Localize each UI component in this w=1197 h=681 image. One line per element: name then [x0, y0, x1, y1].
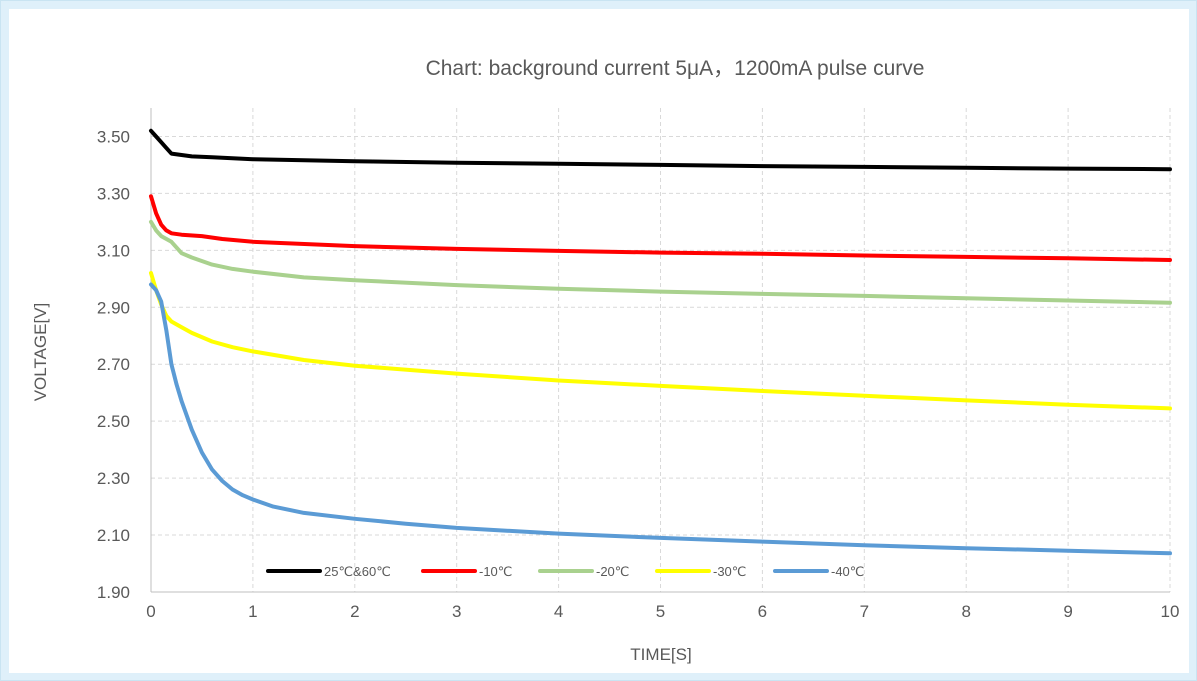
- legend-label: -20℃: [596, 564, 629, 579]
- legend: 25℃&60℃ -10℃ -20℃ -30℃ -40℃: [266, 564, 864, 579]
- x-tick-label: 3: [452, 602, 461, 621]
- y-tick-label: 2.30: [97, 469, 130, 488]
- x-tick-label: 0: [146, 602, 155, 621]
- series-line: [149, 282, 1172, 556]
- y-axis-label: VOLTAGE[V]: [31, 303, 50, 402]
- series-line: [149, 271, 1172, 411]
- y-tick-label: 2.10: [97, 526, 130, 545]
- tick-labels: 0 1 2 3 4 5 6 7 8 9 10 1.90 2.10 2.30 2.50 2.70 2.90 3.10…: [97, 127, 1180, 621]
- chart-area: [9, 9, 1189, 673]
- y-tick-label: 1.90: [97, 583, 130, 602]
- y-tick-label: 3.50: [97, 127, 130, 146]
- x-tick-label: 6: [758, 602, 767, 621]
- legend-label: -30℃: [713, 564, 746, 579]
- x-axis-label: TIME[S]: [630, 645, 691, 664]
- legend-label: -40℃: [831, 564, 864, 579]
- x-tick-label: 4: [554, 602, 563, 621]
- x-tick-label: 9: [1063, 602, 1072, 621]
- x-tick-label: 8: [961, 602, 970, 621]
- axes: [150, 108, 1170, 593]
- series-lines: [149, 128, 1172, 556]
- series-line: [149, 128, 1172, 172]
- x-tick-label: 10: [1161, 602, 1180, 621]
- y-tick-label: 3.30: [97, 184, 130, 203]
- series-line: [149, 194, 1172, 262]
- gridlines: [151, 108, 1171, 592]
- y-tick-label: 2.90: [97, 298, 130, 317]
- series-line: [149, 219, 1172, 305]
- y-tick-label: 3.10: [97, 241, 130, 260]
- legend-label: 25℃&60℃: [324, 564, 391, 579]
- x-tick-label: 7: [860, 602, 869, 621]
- x-tick-label: 2: [350, 602, 359, 621]
- legend-label: -10℃: [479, 564, 512, 579]
- y-tick-label: 2.70: [97, 355, 130, 374]
- y-tick-label: 2.50: [97, 412, 130, 431]
- x-tick-label: 5: [656, 602, 665, 621]
- x-tick-label: 1: [248, 602, 257, 621]
- chart-title: Chart: background current 5μA，1200mA pul…: [426, 57, 925, 80]
